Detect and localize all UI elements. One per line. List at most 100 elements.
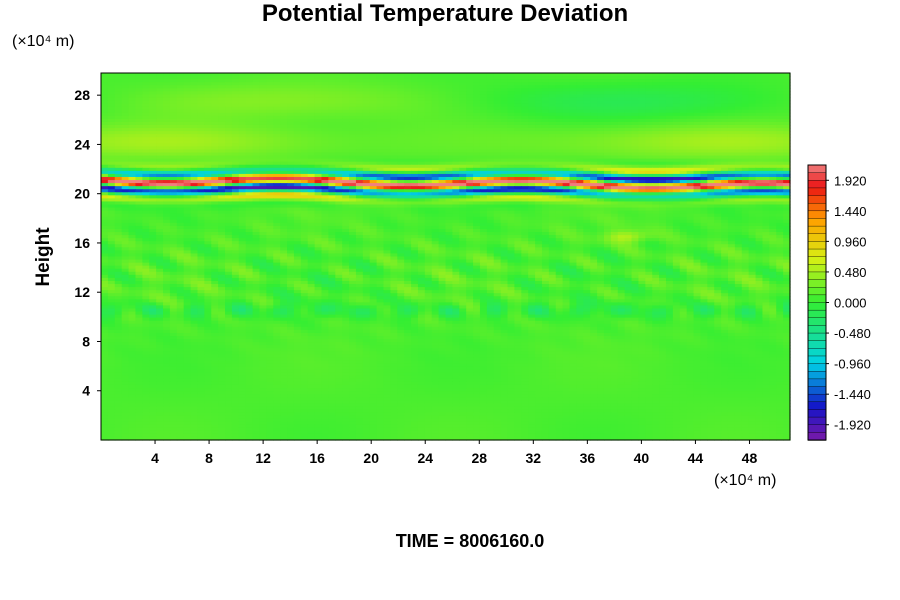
heatmap-cell	[114, 170, 123, 175]
heatmap-cell	[307, 170, 316, 175]
heatmap-cell	[541, 97, 550, 102]
heatmap-cell	[597, 192, 605, 196]
heatmap-cell	[225, 198, 233, 203]
heatmap-cell	[548, 216, 557, 221]
heatmap-cell	[459, 161, 467, 166]
heatmap-cell	[383, 213, 391, 218]
heatmap-cell	[528, 149, 536, 154]
heatmap-cell	[417, 195, 426, 199]
heatmap-cell	[466, 161, 474, 166]
heatmap-cell	[142, 97, 150, 102]
heatmap-cell	[411, 204, 419, 209]
heatmap-cell	[225, 204, 233, 209]
heatmap-cell	[769, 103, 777, 108]
heatmap-cell	[438, 192, 447, 196]
heatmap-cell	[617, 131, 626, 135]
heatmap-cell	[204, 85, 212, 89]
heatmap-cell	[686, 118, 695, 123]
heatmap-cell	[252, 158, 261, 163]
heatmap-cell	[535, 112, 543, 117]
heatmap-cell	[355, 201, 364, 206]
heatmap-cell	[734, 76, 743, 80]
heatmap-cell	[376, 73, 385, 77]
heatmap-cell	[307, 201, 316, 206]
heatmap-cell	[293, 128, 302, 132]
heatmap-cell	[679, 97, 688, 102]
heatmap-cell	[245, 176, 254, 181]
heatmap-cell	[342, 161, 350, 166]
heatmap-cell	[218, 173, 226, 178]
heatmap-cell	[597, 106, 605, 111]
heatmap-cell	[390, 85, 398, 89]
heatmap-cell	[776, 143, 784, 147]
heatmap-cell	[659, 149, 667, 154]
heatmap-cell	[514, 189, 522, 193]
heatmap-cell	[638, 128, 646, 132]
heatmap-cell	[466, 204, 474, 209]
heatmap-cell	[411, 134, 419, 138]
heatmap-cell	[376, 143, 385, 147]
heatmap-cell	[397, 180, 405, 184]
heatmap-cell	[541, 109, 550, 114]
heatmap-cell	[459, 118, 467, 123]
heatmap-cell	[404, 128, 412, 132]
heatmap-cell	[762, 124, 770, 129]
heatmap-cell	[252, 121, 261, 126]
heatmap-cell	[507, 183, 515, 187]
heatmap-cell	[128, 176, 137, 181]
heatmap-cell	[514, 134, 522, 138]
heatmap-cell	[376, 167, 385, 172]
heatmap-cell	[597, 137, 605, 141]
heatmap-cell	[149, 100, 157, 105]
heatmap-cell	[266, 121, 274, 126]
heatmap-cell	[769, 137, 777, 141]
heatmap-cell	[335, 115, 343, 120]
heatmap-cell	[507, 164, 515, 169]
heatmap-cell	[734, 82, 743, 86]
heatmap-cell	[762, 180, 770, 184]
heatmap-cell	[734, 128, 743, 132]
heatmap-cell	[783, 79, 791, 83]
heatmap-cell	[590, 103, 598, 108]
heatmap-cell	[569, 213, 578, 218]
heatmap-cell	[383, 106, 391, 111]
heatmap-cell	[555, 91, 564, 96]
heatmap-cell	[107, 118, 116, 123]
heatmap-cell	[548, 112, 557, 117]
heatmap-cell	[652, 143, 660, 147]
heatmap-cell	[218, 180, 226, 184]
heatmap-cell	[280, 91, 288, 96]
heatmap-cell	[659, 88, 667, 92]
heatmap-cell	[776, 161, 784, 166]
heatmap-cell	[328, 213, 336, 218]
heatmap-cell	[755, 73, 764, 77]
heatmap-cell	[645, 164, 653, 169]
heatmap-cell	[535, 180, 543, 184]
heatmap-cell	[610, 161, 619, 166]
heatmap-cell	[569, 85, 578, 89]
heatmap-cell	[672, 204, 681, 209]
heatmap-cell	[245, 109, 254, 114]
heatmap-cell	[431, 198, 440, 203]
heatmap-cell	[569, 109, 578, 114]
heatmap-cell	[424, 121, 433, 126]
heatmap-cell	[500, 143, 509, 147]
heatmap-cell	[149, 97, 157, 102]
heatmap-cell	[452, 131, 460, 135]
heatmap-cell	[686, 219, 695, 224]
heatmap-cell	[576, 170, 584, 175]
heatmap-cell	[624, 124, 633, 129]
heatmap-cell	[245, 180, 254, 184]
heatmap-cell	[576, 128, 584, 132]
heatmap-cell	[335, 121, 343, 126]
heatmap-cell	[259, 115, 267, 120]
heatmap-cell	[225, 146, 233, 151]
heatmap-cell	[755, 115, 764, 120]
heatmap-cell	[569, 170, 578, 175]
heatmap-cell	[390, 146, 398, 151]
heatmap-cell	[231, 198, 240, 203]
heatmap-cell	[197, 137, 205, 141]
heatmap-cell	[211, 183, 219, 187]
heatmap-cell	[769, 189, 777, 193]
heatmap-cell	[245, 186, 254, 190]
